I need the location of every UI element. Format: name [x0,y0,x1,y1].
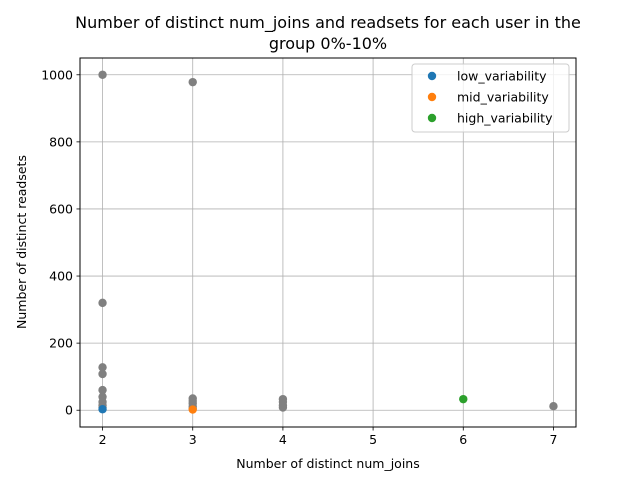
background-point [278,403,288,412]
y-tick-label: 200 [49,336,73,351]
chart-title-line-2: group 0%-10% [269,34,387,53]
series-point-mid-variability [188,405,197,414]
grid [80,58,576,427]
y-tick-label: 400 [49,269,73,284]
background-point [98,298,107,308]
legend-label-low-variability: low_variability [457,69,547,84]
legend-marker-low-variability [427,71,437,81]
y-tick-label: 600 [49,201,73,216]
legend-marker-high-variability [427,113,437,123]
legend-label-mid-variability: mid_variability [457,90,549,105]
x-axis-label: Number of distinct num_joins [236,456,419,471]
x-tick-label: 7 [549,432,557,447]
series-point-low-variability [98,405,107,414]
legend-marker-mid-variability [427,92,437,102]
legend-label-high-variability: high_variability [457,111,553,126]
legend-box [411,63,570,133]
background-point [188,77,197,87]
plot-frame [79,57,577,428]
legend: low_variability mid_variability high_varia… [411,63,570,133]
ticks: 2 3 4 5 6 7 0 200 400 600 800 1000 [41,67,557,447]
background-point [98,70,107,79]
background-point [98,363,107,372]
y-tick-label: 800 [49,134,73,149]
x-tick-label: 3 [189,432,197,447]
data-points [98,70,558,414]
background-point [98,369,107,379]
chart-title-line-1: Number of distinct num_joins and readset… [75,13,581,33]
background-point [549,402,558,411]
y-axis-label: Number of distinct readsets [14,155,29,329]
y-tick-label: 0 [65,403,73,418]
y-tick-label: 1000 [41,67,73,82]
x-tick-label: 2 [99,432,107,447]
x-tick-label: 5 [369,432,377,447]
series-point-high-variability [459,394,468,404]
x-tick-label: 6 [459,432,467,447]
background-point [98,385,107,395]
x-tick-label: 4 [279,432,287,447]
